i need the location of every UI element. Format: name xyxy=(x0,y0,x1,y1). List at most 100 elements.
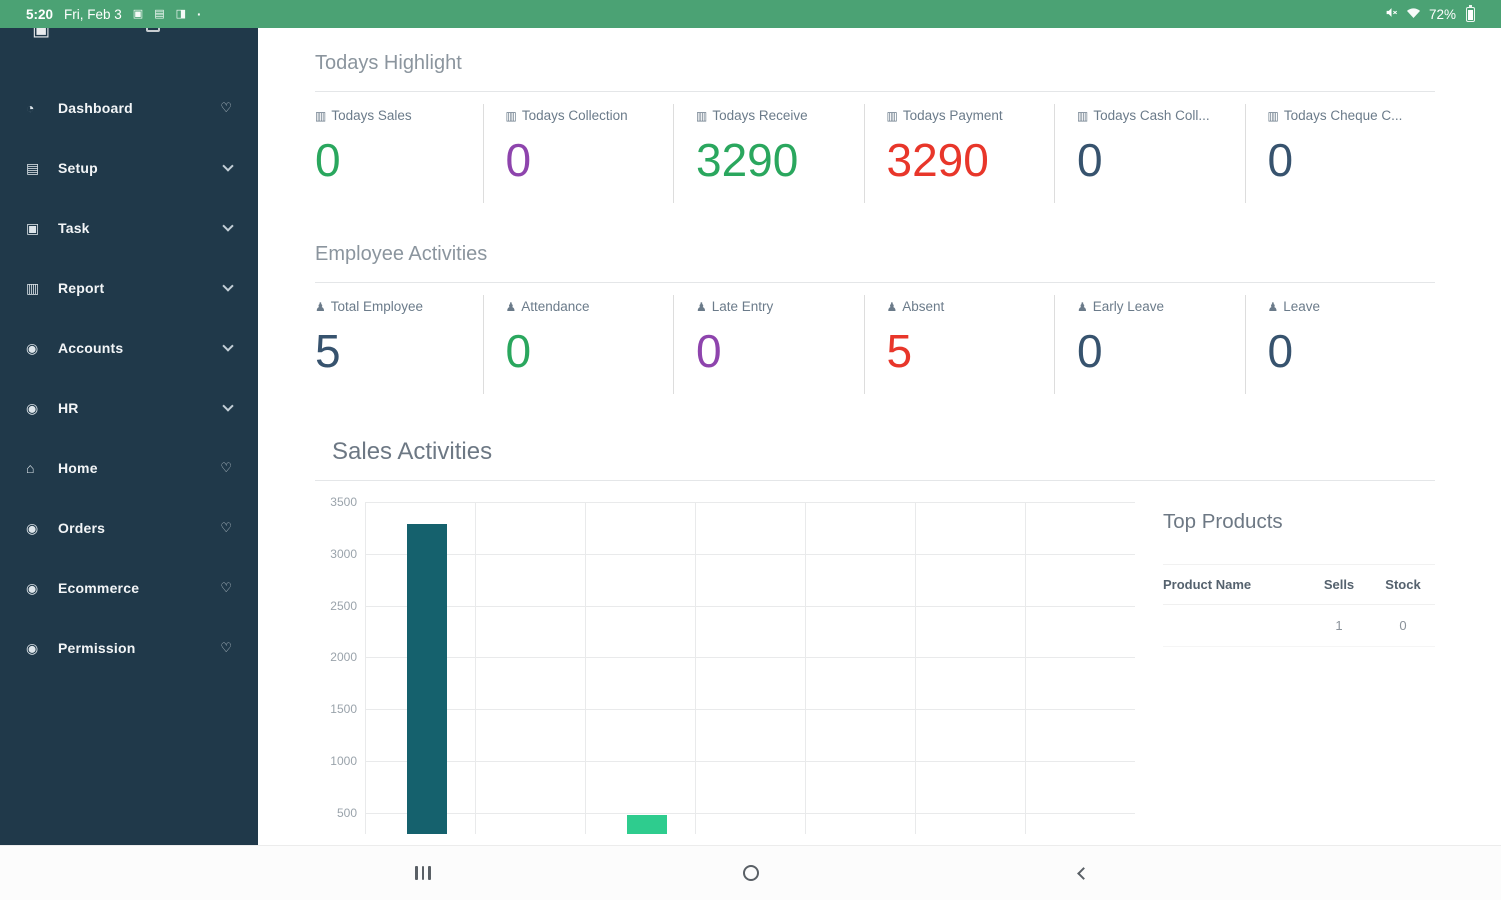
sales-body: 3500 3000 2500 2000 1500 1000 500 Top Products… xyxy=(315,481,1435,834)
top-products-title: Top Products xyxy=(1163,510,1283,533)
sidebar-item-label: HR xyxy=(58,400,79,416)
stat-label-text: Todays Cheque C... xyxy=(1283,108,1403,123)
table-cell-sells: 1 xyxy=(1307,604,1371,647)
sidebar-logo-area[interactable]: ▣ xyxy=(0,28,258,78)
stat-label-text: Todays Collection xyxy=(521,108,628,123)
heart-icon: ♡ xyxy=(220,580,232,595)
main-scroll-area[interactable]: Todays Highlight ▥ Todays Sales 0 ▥ Todays C… xyxy=(258,28,1501,845)
stat-card: ♟ Leave 0 xyxy=(1246,295,1436,394)
gridline xyxy=(805,502,806,834)
stat-card: ♟ Absent 5 xyxy=(865,295,1055,394)
column-header-product-name: Product Name xyxy=(1163,564,1307,605)
person-icon: ♟ xyxy=(696,299,707,314)
notification-icon: ▣ xyxy=(132,7,144,20)
stat-value: 5 xyxy=(886,325,913,377)
sidebar-item-hr[interactable]: ◉ HR xyxy=(0,378,258,438)
android-status-bar: 5:20 Fri, Feb 3 ▣ ▤ ◨ · 72% xyxy=(0,0,1501,28)
stat-value: 0 xyxy=(1077,134,1103,186)
gridline xyxy=(695,502,696,834)
stat-card: ♟ Late Entry 0 xyxy=(674,295,865,394)
recents-button[interactable] xyxy=(388,846,458,900)
sidebar-item-setup[interactable]: ▤ Setup xyxy=(0,138,258,198)
circle-lock-icon: ◉ xyxy=(26,639,39,656)
y-axis-label: 1500 xyxy=(330,702,357,717)
chevron-down-icon xyxy=(222,159,234,172)
back-button[interactable] xyxy=(1048,846,1118,900)
bar-chart-icon: ▥ xyxy=(315,108,327,123)
status-right: 72% xyxy=(1385,4,1475,22)
stat-label: ▥ Todays Collection xyxy=(506,108,666,123)
sidebar-item-home[interactable]: ⌂ Home ♡ xyxy=(0,438,258,498)
sidebar-item-permission[interactable]: ◉ Permission ♡ xyxy=(0,618,258,678)
sidebar-item-label: Dashboard xyxy=(58,100,133,116)
sidebar-item-label: Home xyxy=(58,460,98,476)
divider xyxy=(315,282,1435,283)
status-left: 5:20 Fri, Feb 3 ▣ ▤ ◨ · xyxy=(26,7,202,22)
home-icon: ⌂ xyxy=(26,460,35,476)
table-cell-stock: 0 xyxy=(1371,604,1435,647)
chart-bar xyxy=(627,814,667,834)
circle-users-icon: ◉ xyxy=(26,399,39,416)
sidebar-item-label: Task xyxy=(58,220,90,236)
bar-chart-icon: ▥ xyxy=(1267,108,1279,123)
home-circle-icon xyxy=(742,865,759,881)
sales-chart-plot xyxy=(365,494,1135,834)
sidebar-item-accounts[interactable]: ◉ Accounts xyxy=(0,318,258,378)
stat-label-text: Early Leave xyxy=(1092,299,1165,314)
circle-cart-icon: ◉ xyxy=(26,519,39,536)
chevron-down-icon xyxy=(222,339,234,352)
stat-label: ▥ Todays Receive xyxy=(696,108,856,123)
home-button[interactable] xyxy=(716,846,786,900)
stat-card: ♟ Total Employee 5 xyxy=(315,295,484,394)
chart-y-axis: 3500 3000 2500 2000 1500 1000 500 xyxy=(315,494,365,834)
stat-card: ▥ Todays Cheque C... 0 xyxy=(1246,104,1436,203)
stat-label: ♟ Attendance xyxy=(506,299,666,314)
gridline xyxy=(1025,502,1026,834)
stat-card: ▥ Todays Collection 0 xyxy=(484,104,674,203)
stat-card: ▥ Todays Payment 3290 xyxy=(865,104,1055,203)
stat-label: ▥ Todays Cheque C... xyxy=(1268,108,1428,123)
gridline xyxy=(915,502,916,834)
gridline xyxy=(365,761,1135,762)
person-icon: ♟ xyxy=(315,299,326,314)
stat-card: ▥ Todays Cash Coll... 0 xyxy=(1055,104,1246,203)
gridline xyxy=(365,605,1135,607)
chevron-down-icon xyxy=(222,219,234,232)
employee-row: ♟ Total Employee 5 ♟ Attendance 0 ♟ Late Entry 0… xyxy=(315,295,1435,394)
heart-icon: ♡ xyxy=(220,100,232,115)
stat-value: 0 xyxy=(696,325,722,377)
sidebar-item-task[interactable]: ▣ Task xyxy=(0,198,258,258)
sidebar-menu: ◔ Dashboard ♡ ▤ Setup ▣ Task ▥ Report ◉ Accounts ◉ H… xyxy=(0,78,258,678)
stat-value: 3290 xyxy=(886,134,989,186)
back-chevron-icon xyxy=(1076,866,1090,880)
sidebar-item-ecommerce[interactable]: ◉ Ecommerce ♡ xyxy=(0,558,258,618)
sidebar-item-orders[interactable]: ◉ Orders ♡ xyxy=(0,498,258,558)
divider xyxy=(315,480,1435,481)
sidebar-item-report[interactable]: ▥ Report xyxy=(0,258,258,318)
overflow-dot-icon: · xyxy=(197,6,202,22)
app-logo-fragment xyxy=(146,28,160,32)
person-icon: ♟ xyxy=(1267,299,1279,314)
stat-label-text: Leave xyxy=(1283,299,1321,314)
bar-chart-icon: ▥ xyxy=(505,108,517,123)
gridline xyxy=(365,502,1135,503)
bar-chart-icon: ▥ xyxy=(1077,108,1089,123)
stat-label-text: Todays Receive xyxy=(712,108,808,123)
sidebar-item-dashboard[interactable]: ◔ Dashboard ♡ xyxy=(0,78,258,138)
y-axis-label: 2500 xyxy=(330,598,357,613)
highlights-row: ▥ Todays Sales 0 ▥ Todays Collection 0 ▥ Todays… xyxy=(315,104,1435,203)
column-header-sells: Sells xyxy=(1307,564,1371,605)
sidebar-item-label: Permission xyxy=(58,640,136,656)
table-header-row: Product Name Sells Stock xyxy=(1163,564,1435,605)
status-date: Fri, Feb 3 xyxy=(64,6,122,22)
gridline xyxy=(365,812,1135,814)
y-axis-label: 1000 xyxy=(330,754,357,768)
gridline xyxy=(365,657,1135,659)
y-axis-label: 2000 xyxy=(330,650,357,665)
wifi-icon xyxy=(1406,7,1421,22)
stat-label-text: Todays Sales xyxy=(331,108,412,123)
stat-card: ♟ Early Leave 0 xyxy=(1055,295,1246,394)
